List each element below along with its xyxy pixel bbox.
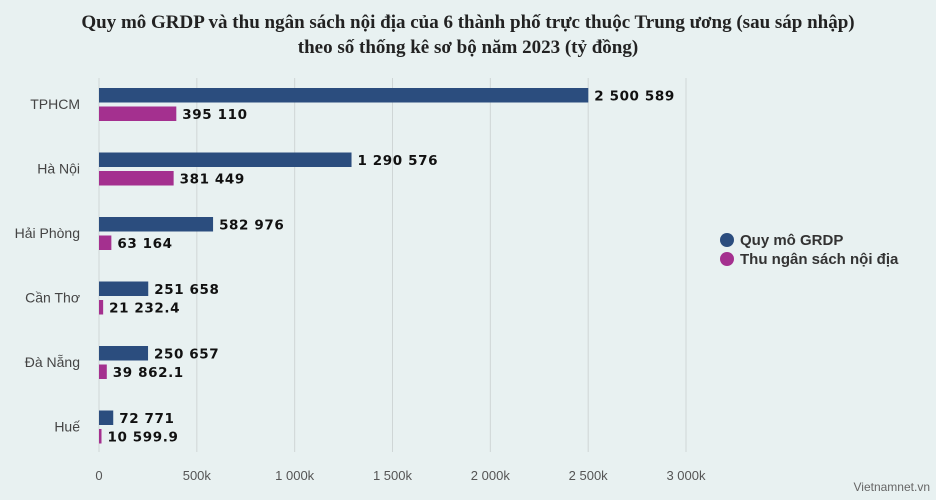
source-credit: Vietnamnet.vn [853,480,931,494]
bar [99,410,114,425]
category-label: Đà Nẵng [25,354,80,370]
bar [99,281,149,296]
chart-title: Quy mô GRDP và thu ngân sách nội địa của… [0,10,936,60]
bar [99,171,174,186]
x-tick-label: 2 000k [471,468,511,483]
bar [99,429,102,444]
bar [99,346,149,361]
data-label: 582 976 [219,218,284,234]
bar [99,300,104,315]
data-label: 63 164 [117,236,172,252]
data-label: 2 500 589 [594,89,675,105]
data-label: 39 862.1 [113,365,184,381]
data-label: 381 449 [180,172,245,188]
data-label: 21 232.4 [109,301,180,317]
bar [99,152,352,167]
category-label: Hải Phòng [15,225,80,241]
data-label: 251 658 [154,282,219,298]
legend-marker [720,252,734,266]
x-tick-label: 1 000k [275,468,315,483]
bar [99,364,107,379]
data-label: 250 657 [154,347,219,363]
x-tick-label: 3 000k [666,468,706,483]
x-tick-label: 2 500k [569,468,609,483]
chart-title-line-1: Quy mô GRDP và thu ngân sách nội địa của… [81,12,855,33]
category-label: Cần Thơ [25,290,80,306]
bar [99,217,214,232]
x-tick-label: 500k [183,468,212,483]
x-tick-label: 0 [95,468,102,483]
category-label: Huế [54,419,80,435]
legend-marker [720,233,734,247]
data-label: 395 110 [182,107,247,123]
data-label: 10 599.9 [108,430,179,446]
chart-title-line-2: theo số thống kê sơ bộ năm 2023 (tỷ đồng… [297,37,639,58]
category-label: TPHCM [30,96,80,112]
data-label: 1 290 576 [358,153,439,169]
bar [99,235,112,250]
x-tick-label: 1 500k [373,468,413,483]
bar [99,106,177,121]
legend-label: Thu ngân sách nội địa [740,251,899,268]
legend-label: Quy mô GRDP [740,232,843,249]
bar [99,88,589,103]
data-label: 72 771 [119,411,174,427]
category-label: Hà Nội [37,161,80,177]
